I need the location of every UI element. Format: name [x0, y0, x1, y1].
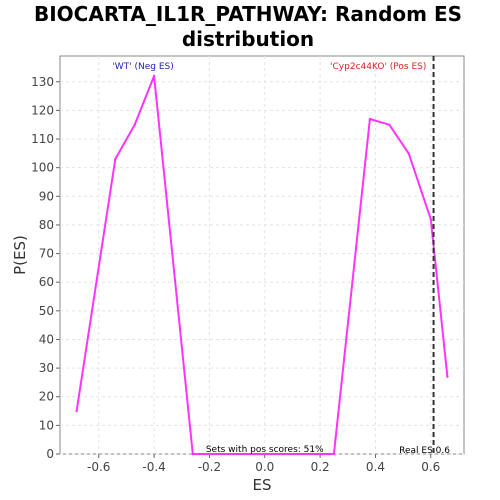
x-tick-label: -0.4	[142, 460, 165, 474]
series-point	[114, 157, 117, 161]
y-tick-label: 40	[39, 332, 54, 346]
series-point	[429, 218, 432, 221]
real-es-annotation: Real ES 0.6	[399, 446, 450, 456]
y-tick-label: 80	[39, 218, 54, 232]
y-tick-label: 60	[39, 275, 54, 289]
y-tick-label: 130	[31, 75, 54, 89]
y-tick-label: 100	[31, 161, 54, 175]
y-tick-label: 70	[39, 247, 54, 261]
x-tick-label: 0.2	[311, 460, 330, 474]
x-tick-label: 0.0	[255, 460, 274, 474]
x-tick-label: 0.6	[421, 460, 440, 474]
y-tick-label: 110	[31, 132, 54, 146]
y-tick-label: 20	[39, 390, 54, 404]
series-point	[75, 409, 78, 413]
chart-title-line-1: BIOCARTA_IL1R_PATHWAY: Random ES	[34, 2, 462, 26]
series-point	[133, 123, 136, 126]
x-tick-label: -0.6	[87, 460, 110, 474]
series-point	[407, 152, 410, 155]
plot-area	[59, 55, 465, 455]
gridlines	[60, 56, 464, 455]
series-point	[191, 452, 195, 456]
series-layer	[75, 74, 449, 456]
pos-es-label: 'Cyp2c44KO' (Pos ES)	[330, 62, 426, 72]
series-point	[388, 123, 391, 126]
y-axis-label: P(ES)	[11, 235, 29, 275]
x-axis-label: ES	[253, 476, 272, 494]
series-point	[152, 74, 156, 78]
y-axis-ticks: 0 10 20 30 40 50 60 70 80 90 100 110 120 130	[31, 75, 60, 461]
x-tick-label: -0.2	[198, 460, 221, 474]
y-tick-label: 90	[39, 189, 54, 203]
x-tick-label: 0.4	[366, 460, 385, 474]
y-tick-label: 30	[39, 361, 54, 375]
pos-scores-annotation: Sets with pos scores: 51%	[206, 445, 324, 455]
chart-title-line-2: distribution	[182, 27, 314, 51]
neg-es-label: 'WT' (Neg ES)	[112, 62, 173, 72]
y-tick-label: 0	[46, 447, 54, 461]
series-point	[368, 117, 372, 121]
y-tick-label: 50	[39, 304, 54, 318]
series-point	[332, 452, 336, 456]
series-point	[446, 375, 449, 378]
x-axis-ticks: -0.6 -0.4 -0.2 0.0 0.2 0.4 0.6	[87, 454, 440, 474]
y-tick-label: 120	[31, 103, 54, 117]
y-tick-label: 10	[39, 418, 54, 432]
